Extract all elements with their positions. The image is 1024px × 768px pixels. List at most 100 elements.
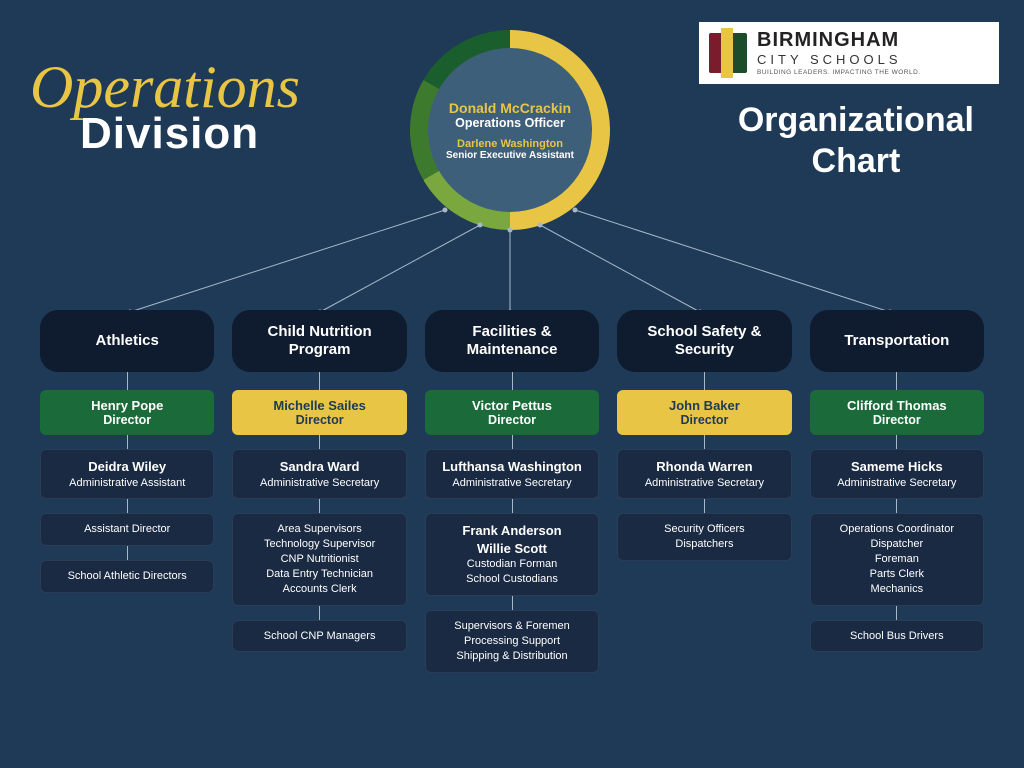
- role-label: Custodian Forman: [432, 557, 592, 572]
- person-name: Lufthansa Washington: [432, 458, 592, 476]
- director-name: Clifford Thomas: [816, 398, 978, 413]
- director-box: Henry PopeDirector: [40, 390, 214, 435]
- connector-vertical: [896, 499, 897, 513]
- connector-vertical: [319, 499, 320, 513]
- org-box: Operations CoordinatorDispatcherForemanP…: [810, 513, 984, 605]
- role-label: School Bus Drivers: [817, 629, 977, 644]
- role-label: Foreman: [817, 552, 977, 567]
- director-title: Director: [431, 413, 593, 427]
- role-label: Mechanics: [817, 582, 977, 597]
- department-column: Child Nutrition Program Michelle SailesDi…: [232, 310, 406, 673]
- departments-row: Athletics Henry PopeDirector Deidra WileyA…: [40, 310, 984, 673]
- person-name: Willie Scott: [432, 540, 592, 558]
- person-name: Sameme Hicks: [817, 458, 977, 476]
- role-label: Technology Supervisor: [239, 537, 399, 552]
- connector-vertical: [896, 606, 897, 620]
- role-label: Dispatchers: [624, 537, 784, 552]
- director-box: Michelle SailesDirector: [232, 390, 406, 435]
- org-box: Sandra WardAdministrative Secretary: [232, 449, 406, 499]
- director-name: Victor Pettus: [431, 398, 593, 413]
- chart-title-text: OrganizationalChart: [738, 101, 974, 180]
- center-content: Donald McCrackin Operations Officer Darl…: [428, 48, 592, 212]
- director-title: Director: [623, 413, 785, 427]
- logo: BIRMINGHAM CITY SCHOOLS BUILDING LEADERS…: [699, 22, 999, 84]
- person-name: Frank Anderson: [432, 522, 592, 540]
- role-label: Processing Support: [432, 634, 592, 649]
- connector-vertical: [512, 499, 513, 513]
- org-box: Sameme HicksAdministrative Secretary: [810, 449, 984, 499]
- role-label: School Custodians: [432, 572, 592, 587]
- center-node: Donald McCrackin Operations Officer Darl…: [410, 30, 610, 230]
- org-box: Assistant Director: [40, 513, 214, 546]
- connector-vertical: [319, 435, 320, 449]
- logo-tagline: BUILDING LEADERS. IMPACTING THE WORLD.: [757, 69, 921, 76]
- department-header: School Safety & Security: [617, 310, 791, 372]
- connector-vertical: [704, 435, 705, 449]
- department-header: Athletics: [40, 310, 214, 372]
- department-column: Athletics Henry PopeDirector Deidra WileyA…: [40, 310, 214, 673]
- logo-main: BIRMINGHAM: [757, 30, 921, 50]
- role-label: Dispatcher: [817, 537, 977, 552]
- org-box: School CNP Managers: [232, 620, 406, 653]
- director-title: Director: [46, 413, 208, 427]
- director-box: John BakerDirector: [617, 390, 791, 435]
- connector-vertical: [127, 499, 128, 513]
- org-box: Frank AndersonWillie ScottCustodian Form…: [425, 513, 599, 596]
- org-box: Rhonda WarrenAdministrative Secretary: [617, 449, 791, 499]
- role-label: Administrative Secretary: [432, 476, 592, 491]
- connector-vertical: [319, 606, 320, 620]
- org-box: Area SupervisorsTechnology SupervisorCNP…: [232, 513, 406, 605]
- connector-vertical: [127, 546, 128, 560]
- person-name: Rhonda Warren: [624, 458, 784, 476]
- org-box: Deidra WileyAdministrative Assistant: [40, 449, 214, 499]
- connector-vertical: [512, 372, 513, 390]
- org-box: Security OfficersDispatchers: [617, 513, 791, 561]
- department-column: Transportation Clifford ThomasDirector Sam…: [810, 310, 984, 673]
- connector-vertical: [704, 372, 705, 390]
- title-script: Operations: [30, 60, 300, 114]
- org-box: Supervisors & ForemenProcessing SupportS…: [425, 610, 599, 673]
- connector-vertical: [896, 435, 897, 449]
- department-header: Child Nutrition Program: [232, 310, 406, 372]
- connector-vertical: [704, 499, 705, 513]
- role-label: Operations Coordinator: [817, 522, 977, 537]
- page-title-block: Operations Division: [30, 60, 300, 159]
- connector-vertical: [319, 372, 320, 390]
- role-label: Administrative Assistant: [47, 476, 207, 491]
- assistant-name: Darlene Washington: [457, 138, 563, 150]
- role-label: Data Entry Technician: [239, 567, 399, 582]
- connector-vertical: [127, 372, 128, 390]
- role-label: School CNP Managers: [239, 629, 399, 644]
- role-label: Parts Clerk: [817, 567, 977, 582]
- role-label: Administrative Secretary: [817, 476, 977, 491]
- department-column: School Safety & Security John BakerDirect…: [617, 310, 791, 673]
- department-column: Facilities & Maintenance Victor PettusDir…: [425, 310, 599, 673]
- role-label: Accounts Clerk: [239, 582, 399, 597]
- officer-name: Donald McCrackin: [449, 100, 571, 116]
- person-name: Sandra Ward: [239, 458, 399, 476]
- role-label: Administrative Secretary: [239, 476, 399, 491]
- director-name: John Baker: [623, 398, 785, 413]
- role-label: Shipping & Distribution: [432, 649, 592, 664]
- department-header: Facilities & Maintenance: [425, 310, 599, 372]
- connector-vertical: [512, 435, 513, 449]
- logo-sub: CITY SCHOOLS: [757, 52, 921, 67]
- connector-vertical: [512, 596, 513, 610]
- org-box: School Athletic Directors: [40, 560, 214, 593]
- officer-title: Operations Officer: [455, 116, 565, 130]
- role-label: Administrative Secretary: [624, 476, 784, 491]
- role-label: Security Officers: [624, 522, 784, 537]
- role-label: School Athletic Directors: [47, 569, 207, 584]
- role-label: CNP Nutritionist: [239, 552, 399, 567]
- director-box: Clifford ThomasDirector: [810, 390, 984, 435]
- director-name: Michelle Sailes: [238, 398, 400, 413]
- logo-text: BIRMINGHAM CITY SCHOOLS BUILDING LEADERS…: [757, 30, 921, 76]
- org-box: Lufthansa WashingtonAdministrative Secre…: [425, 449, 599, 499]
- role-label: Area Supervisors: [239, 522, 399, 537]
- connector-vertical: [127, 435, 128, 449]
- org-box: School Bus Drivers: [810, 620, 984, 653]
- role-label: Assistant Director: [47, 522, 207, 537]
- assistant-title: Senior Executive Assistant: [446, 150, 574, 161]
- chart-title: OrganizationalChart: [738, 100, 974, 182]
- department-header: Transportation: [810, 310, 984, 372]
